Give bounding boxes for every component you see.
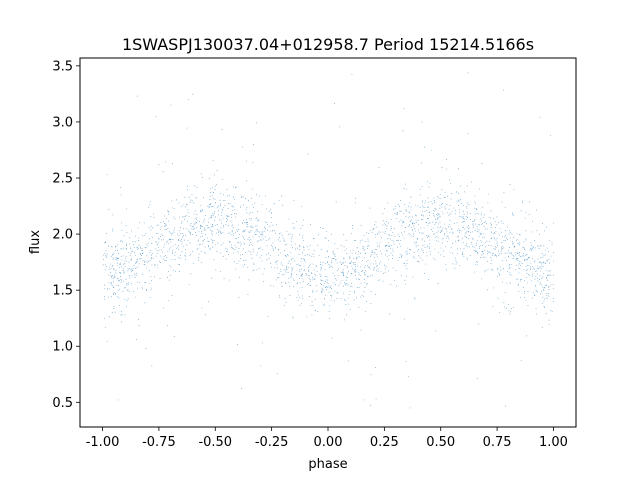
y-tick-label: 1.0 <box>52 340 73 355</box>
chart-title: 1SWASPJ130037.04+012958.7 Period 15214.5… <box>122 35 534 54</box>
x-tick-label: 0.25 <box>370 435 399 450</box>
y-axis: 0.5 1.0 1.5 2.0 2.5 3.0 3.5 <box>52 59 80 411</box>
x-axis: -1.00 -0.75 -0.50 -0.25 0.00 0.25 0.50 0.75 1.00 <box>86 427 568 450</box>
y-axis-label: flux <box>28 230 43 254</box>
y-tick-label: 2.5 <box>52 172 73 187</box>
data-points <box>102 72 555 409</box>
x-tick-label: 1.00 <box>539 435 568 450</box>
y-tick-label: 3.0 <box>52 115 73 130</box>
x-tick-label: -0.75 <box>142 435 176 450</box>
x-tick-label: 0.75 <box>483 435 512 450</box>
x-tick-label: 0.00 <box>314 435 343 450</box>
x-axis-label: phase <box>308 457 347 472</box>
x-tick-label: 0.50 <box>426 435 455 450</box>
x-tick-label: -1.00 <box>86 435 120 450</box>
x-tick-label: -0.25 <box>255 435 289 450</box>
y-tick-label: 3.5 <box>52 59 73 74</box>
y-tick-label: 0.5 <box>52 396 73 411</box>
y-tick-label: 2.0 <box>52 228 73 243</box>
scatter-points <box>102 72 555 409</box>
x-tick-label: -0.50 <box>198 435 232 450</box>
y-tick-label: 1.5 <box>52 284 73 299</box>
